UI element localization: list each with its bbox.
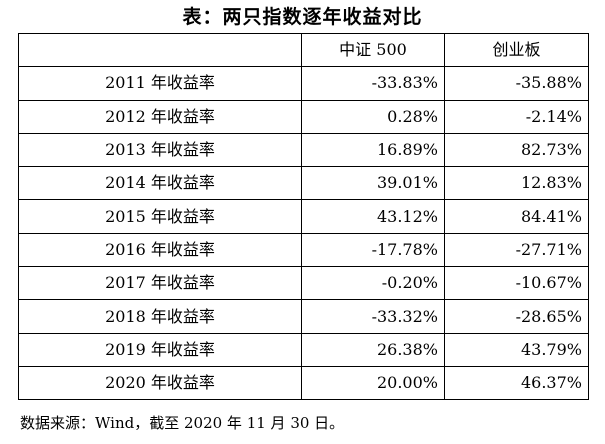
chinext-value: -28.65% [444, 299, 589, 334]
chinext-value: -10.67% [444, 266, 589, 301]
table-row: 2011 年收益率 -33.83% -35.88% [18, 66, 589, 101]
row-label: 2013 年收益率 [18, 132, 302, 168]
chinext-value: 82.73% [444, 132, 589, 168]
table-row: 2019 年收益率 26.38% 43.79% [18, 332, 589, 367]
csi500-value: -17.78% [301, 232, 445, 268]
table-row: 2020 年收益率 20.00% 46.37% [18, 365, 589, 401]
chinext-value: -2.14% [444, 99, 589, 134]
chinext-value: -35.88% [444, 66, 589, 101]
chinext-value: 84.41% [444, 199, 589, 234]
csi500-value: 26.38% [301, 332, 445, 367]
row-label: 2017 年收益率 [18, 266, 302, 301]
table-row: 2017 年收益率 -0.20% -10.67% [18, 266, 589, 301]
table-title: 表：两只指数逐年收益对比 [182, 6, 423, 28]
csi500-value: 20.00% [301, 365, 445, 401]
csi500-value: 43.12% [301, 199, 445, 234]
csi500-value: -0.20% [301, 266, 445, 301]
header-empty [18, 32, 302, 68]
csi500-value: 39.01% [301, 166, 445, 201]
header-csi500: 中证 500 [301, 32, 445, 68]
table-row: 2013 年收益率 16.89% 82.73% [18, 132, 589, 168]
row-label: 2018 年收益率 [18, 299, 302, 334]
chinext-value: 43.79% [444, 332, 589, 367]
source-note: 数据来源：Wind，截至 2020 年 11 月 30 日。 [20, 414, 345, 432]
returns-table: 中证 500 创业板 2011 年收益率 -33.83% -35.88% 2012 年… [18, 32, 589, 401]
csi500-value: -33.32% [301, 299, 445, 334]
table-row: 2014 年收益率 39.01% 12.83% [18, 166, 589, 201]
row-label: 2011 年收益率 [18, 66, 302, 101]
csi500-value: 16.89% [301, 132, 445, 168]
table-row: 2012 年收益率 0.28% -2.14% [18, 99, 589, 134]
chinext-value: 46.37% [444, 365, 589, 401]
table-row: 2018 年收益率 -33.32% -28.65% [18, 299, 589, 334]
row-label: 2012 年收益率 [18, 99, 302, 134]
row-label: 2019 年收益率 [18, 332, 302, 367]
row-label: 2014 年收益率 [18, 166, 302, 201]
table-row: 2016 年收益率 -17.78% -27.71% [18, 232, 589, 268]
chinext-value: 12.83% [444, 166, 589, 201]
header-row: 中证 500 创业板 [18, 32, 589, 68]
csi500-value: 0.28% [301, 99, 445, 134]
csi500-value: -33.83% [301, 66, 445, 101]
chinext-value: -27.71% [444, 232, 589, 268]
row-label: 2020 年收益率 [18, 365, 302, 401]
table-row: 2015 年收益率 43.12% 84.41% [18, 199, 589, 234]
row-label: 2016 年收益率 [18, 232, 302, 268]
header-chinext: 创业板 [444, 32, 589, 68]
row-label: 2015 年收益率 [18, 199, 302, 234]
